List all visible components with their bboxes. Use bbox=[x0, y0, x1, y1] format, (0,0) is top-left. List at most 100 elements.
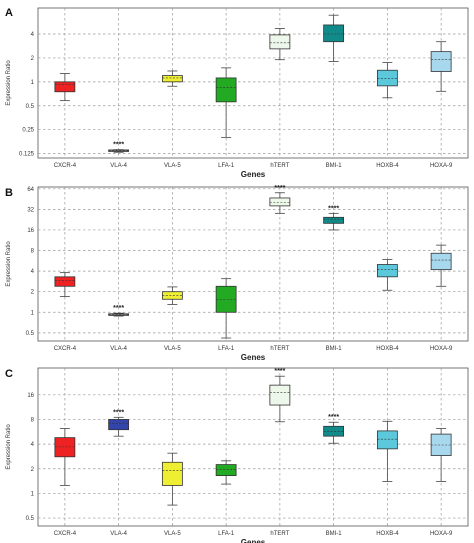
y-tick-label: 8 bbox=[31, 417, 35, 423]
box-iqr bbox=[269, 34, 291, 50]
box-hoxa-9 bbox=[430, 41, 452, 92]
panel-label: A bbox=[5, 7, 13, 19]
box-iqr bbox=[215, 464, 237, 477]
box-vla-4: **** bbox=[108, 142, 130, 153]
box-iqr bbox=[108, 149, 130, 152]
plot-area bbox=[37, 7, 469, 159]
x-tick-label: CXCR-4 bbox=[54, 163, 77, 169]
box-iqr bbox=[430, 433, 452, 456]
box-iqr bbox=[161, 75, 183, 83]
box-iqr bbox=[269, 384, 291, 406]
box-lfa-1 bbox=[215, 278, 237, 339]
plot-area bbox=[37, 186, 469, 342]
x-axis-label: Genes bbox=[241, 538, 266, 543]
significance-marker: **** bbox=[113, 409, 124, 416]
x-tick-label: LFA-1 bbox=[218, 346, 235, 352]
significance-marker: **** bbox=[274, 185, 285, 192]
box-iqr bbox=[323, 425, 345, 437]
x-tick-label: HOXB-4 bbox=[376, 163, 399, 169]
y-tick-label: 32 bbox=[27, 207, 34, 213]
x-tick-label: CXCR-4 bbox=[54, 346, 77, 352]
box-iqr bbox=[161, 461, 183, 486]
x-tick-label: BMI-1 bbox=[326, 346, 343, 352]
y-tick-label: 0.25 bbox=[22, 128, 34, 134]
box-htert: **** bbox=[269, 368, 291, 423]
box-iqr bbox=[269, 197, 291, 207]
box-iqr bbox=[54, 81, 76, 93]
y-tick-label: 2 bbox=[31, 467, 35, 473]
box-cxcr-4 bbox=[54, 428, 76, 486]
box-iqr bbox=[323, 216, 345, 224]
x-tick-label: hTERT bbox=[270, 531, 289, 537]
y-axis-label: Expression Ratio bbox=[6, 424, 12, 470]
plot-area bbox=[37, 367, 469, 527]
y-tick-label: 64 bbox=[27, 187, 34, 193]
y-tick-label: 4 bbox=[31, 32, 35, 38]
y-tick-label: 16 bbox=[27, 228, 34, 234]
x-tick-label: HOXB-4 bbox=[376, 346, 399, 352]
x-tick-label: BMI-1 bbox=[326, 531, 343, 537]
box-vla-5 bbox=[161, 70, 183, 87]
x-axis-label: Genes bbox=[241, 170, 266, 179]
box-vla-5 bbox=[161, 286, 183, 305]
x-tick-label: VLA-5 bbox=[164, 163, 181, 169]
y-tick-label: 16 bbox=[27, 393, 34, 399]
x-tick-label: HOXA-9 bbox=[430, 163, 453, 169]
box-iqr bbox=[430, 252, 452, 271]
significance-marker: **** bbox=[328, 205, 339, 212]
x-axis-label: Genes bbox=[241, 353, 266, 362]
box-vla-4: **** bbox=[108, 305, 130, 317]
significance-marker: **** bbox=[113, 142, 124, 149]
box-lfa-1 bbox=[215, 460, 237, 485]
box-cxcr-4 bbox=[54, 272, 76, 297]
box-htert bbox=[269, 28, 291, 61]
box-iqr bbox=[376, 430, 398, 450]
x-tick-label: LFA-1 bbox=[218, 163, 235, 169]
x-tick-label: VLA-4 bbox=[110, 531, 127, 537]
box-iqr bbox=[108, 419, 130, 431]
x-tick-label: VLA-5 bbox=[164, 531, 181, 537]
box-iqr bbox=[161, 291, 183, 300]
y-tick-label: 1 bbox=[31, 491, 35, 497]
y-tick-label: 0.5 bbox=[26, 104, 35, 110]
x-tick-label: HOXB-4 bbox=[376, 531, 399, 537]
panel-label: B bbox=[5, 187, 13, 199]
y-axis-label: Expression Ratio bbox=[6, 241, 12, 287]
y-tick-label: 0.125 bbox=[19, 152, 35, 158]
x-tick-label: HOXA-9 bbox=[430, 531, 453, 537]
y-tick-label: 1 bbox=[31, 310, 35, 316]
y-tick-label: 2 bbox=[31, 290, 35, 296]
box-hoxa-9 bbox=[430, 244, 452, 287]
box-iqr bbox=[108, 313, 130, 316]
y-tick-label: 4 bbox=[31, 442, 35, 448]
box-vla-4: **** bbox=[108, 409, 130, 437]
box-vla-5 bbox=[161, 452, 183, 506]
y-axis-label: Expression Ratio bbox=[6, 60, 12, 106]
panel-label: C bbox=[5, 368, 13, 380]
significance-marker: **** bbox=[328, 414, 339, 421]
x-tick-label: VLA-5 bbox=[164, 346, 181, 352]
box-iqr bbox=[430, 51, 452, 72]
y-tick-label: 4 bbox=[31, 269, 35, 275]
x-tick-label: hTERT bbox=[270, 346, 289, 352]
box-iqr bbox=[376, 69, 398, 87]
box-bmi-1: **** bbox=[323, 414, 345, 444]
x-tick-label: CXCR-4 bbox=[54, 531, 77, 537]
chart-panel-c: 0.5 1 2 4 8 16 Expression Ratio C CXCR-4 **** VLA-… bbox=[5, 367, 469, 543]
box-iqr bbox=[215, 77, 237, 103]
box-iqr bbox=[323, 24, 345, 43]
box-hoxb-4 bbox=[376, 259, 398, 291]
box-iqr bbox=[54, 276, 76, 287]
chart-panel-b: 0.5 1 2 4 8 16 32 64 Expression Ratio B CXCR-4 ****… bbox=[5, 185, 469, 362]
y-tick-label: 0.5 bbox=[26, 516, 35, 522]
box-hoxb-4 bbox=[376, 62, 398, 99]
box-htert: **** bbox=[269, 185, 291, 214]
box-bmi-1 bbox=[323, 14, 345, 62]
box-hoxa-9 bbox=[430, 428, 452, 482]
box-cxcr-4 bbox=[54, 73, 76, 102]
y-tick-label: 2 bbox=[31, 56, 35, 62]
y-tick-label: 8 bbox=[31, 249, 35, 255]
x-tick-label: VLA-4 bbox=[110, 346, 127, 352]
x-tick-label: VLA-4 bbox=[110, 163, 127, 169]
